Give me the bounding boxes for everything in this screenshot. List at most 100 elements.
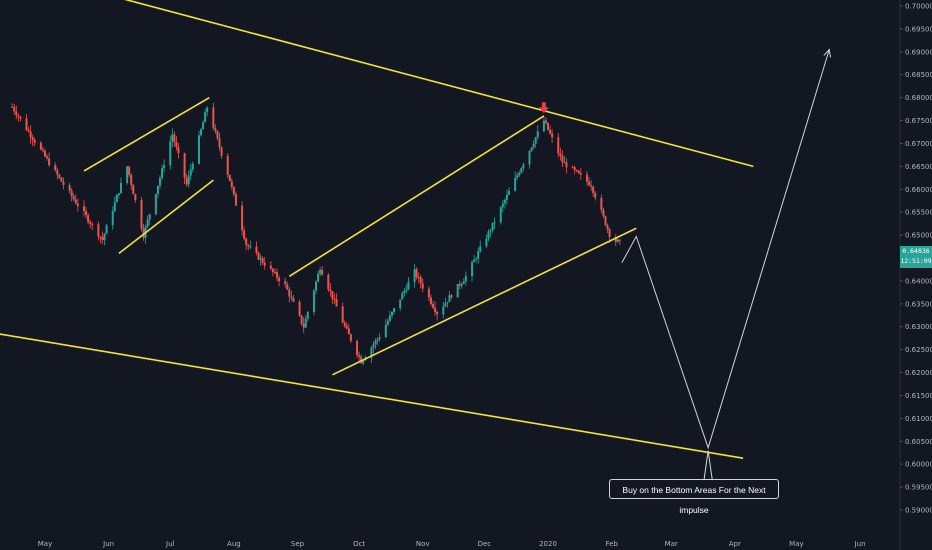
candle-body	[376, 338, 379, 341]
candle-body	[608, 229, 611, 237]
time-tick-label: Jun	[854, 540, 866, 548]
candle-body	[477, 251, 480, 259]
candle-body	[74, 199, 77, 204]
candle-body	[288, 289, 291, 297]
candle-body	[119, 182, 122, 194]
price-tick-label: 0.67500	[905, 117, 932, 125]
projection-arrowhead	[823, 48, 831, 58]
candle-body	[405, 289, 408, 291]
candle-body	[485, 238, 488, 247]
candle-body	[97, 223, 100, 237]
candle-body	[161, 168, 164, 178]
candle-body	[134, 194, 137, 201]
candle-body	[532, 143, 535, 148]
candle-body	[501, 203, 504, 208]
candle-body	[202, 122, 205, 130]
price-tick-label: 0.65000	[905, 232, 932, 240]
candle-body	[573, 167, 576, 171]
candle-body	[306, 312, 309, 319]
candle-body	[302, 323, 305, 328]
candle-body	[329, 289, 332, 292]
candle-body	[204, 112, 207, 123]
candle-body	[341, 306, 344, 323]
price-tick-label: 0.61000	[905, 415, 932, 423]
candle-body	[234, 193, 237, 206]
time-tick-label: Feb	[605, 540, 618, 548]
candle-body	[370, 347, 373, 358]
price-tick-label: 0.62500	[905, 346, 932, 354]
candle-body	[41, 149, 44, 151]
candle-body	[571, 167, 574, 169]
candle-body	[419, 277, 422, 284]
candle-body	[128, 166, 131, 176]
candle-body	[600, 197, 603, 210]
candle-body	[384, 324, 387, 338]
candle-body	[191, 163, 194, 170]
candle-body	[273, 271, 276, 273]
candle-body	[76, 203, 79, 207]
candle-body	[530, 147, 533, 151]
candle-body	[503, 200, 506, 204]
candle-body	[304, 318, 307, 328]
trend-line	[124, 0, 754, 168]
candle-body	[255, 246, 258, 253]
candle-body	[401, 293, 404, 300]
candle-body	[343, 322, 346, 327]
candle-body	[315, 281, 318, 291]
callout-text: Buy on the Bottom Areas For the Next imp…	[622, 485, 766, 515]
candle-body	[473, 259, 476, 263]
price-tick-label: 0.69500	[905, 25, 932, 33]
price-tick-label: 0.63500	[905, 300, 932, 308]
candle-body	[163, 165, 166, 169]
trend-line	[83, 96, 210, 172]
trend-line	[0, 333, 744, 460]
candle-body	[507, 190, 510, 195]
price-tick-label: 0.64000	[905, 277, 932, 285]
candle-body	[448, 295, 451, 302]
candle-body	[491, 222, 494, 231]
time-tick-label: Aug	[227, 540, 241, 548]
price-tick-label: 0.69000	[905, 48, 932, 56]
candle-body	[544, 120, 547, 123]
candle-body	[522, 164, 525, 169]
candle-body	[505, 194, 508, 201]
candle-body	[259, 258, 262, 260]
candle-body	[551, 133, 554, 138]
candle-body	[140, 200, 143, 229]
candle-body	[154, 194, 157, 215]
time-axis: May Jun Jul Aug Sep Oct Nov Dec 2020 Feb Mar Apr May…	[38, 540, 866, 548]
candle-body	[536, 131, 539, 138]
candle-body	[130, 175, 133, 186]
candle-body	[218, 138, 221, 148]
candle-body	[115, 195, 118, 203]
candle-body	[25, 118, 28, 131]
candle-body	[312, 290, 315, 313]
candle-body	[590, 185, 593, 187]
price-tick-label: 0.66500	[905, 163, 932, 171]
candle-body	[429, 297, 432, 304]
candle-body	[111, 211, 114, 226]
candle-body	[514, 177, 517, 191]
candle-body	[436, 311, 439, 315]
trend-lines	[0, 0, 754, 460]
price-tick-label: 0.67000	[905, 140, 932, 148]
candle-body	[177, 147, 180, 154]
candle-body	[241, 205, 244, 231]
arrow-down-icon	[538, 102, 549, 114]
candle-body	[493, 222, 496, 224]
candle-body	[577, 170, 580, 174]
candle-body	[335, 299, 338, 307]
candle-body	[403, 290, 406, 294]
time-tick-label: Apr	[729, 540, 741, 548]
candle-body	[39, 142, 42, 150]
last-price-badge: 0.64836 12:51:09	[900, 246, 932, 268]
candle-body	[85, 211, 88, 216]
candle-body	[362, 360, 365, 364]
candle-body	[261, 258, 264, 263]
price-tick-label: 0.60000	[905, 461, 932, 469]
candle-body	[56, 170, 59, 175]
candle-body	[327, 274, 330, 290]
time-tick-label: Jun	[102, 540, 114, 548]
candle-body	[347, 328, 350, 335]
